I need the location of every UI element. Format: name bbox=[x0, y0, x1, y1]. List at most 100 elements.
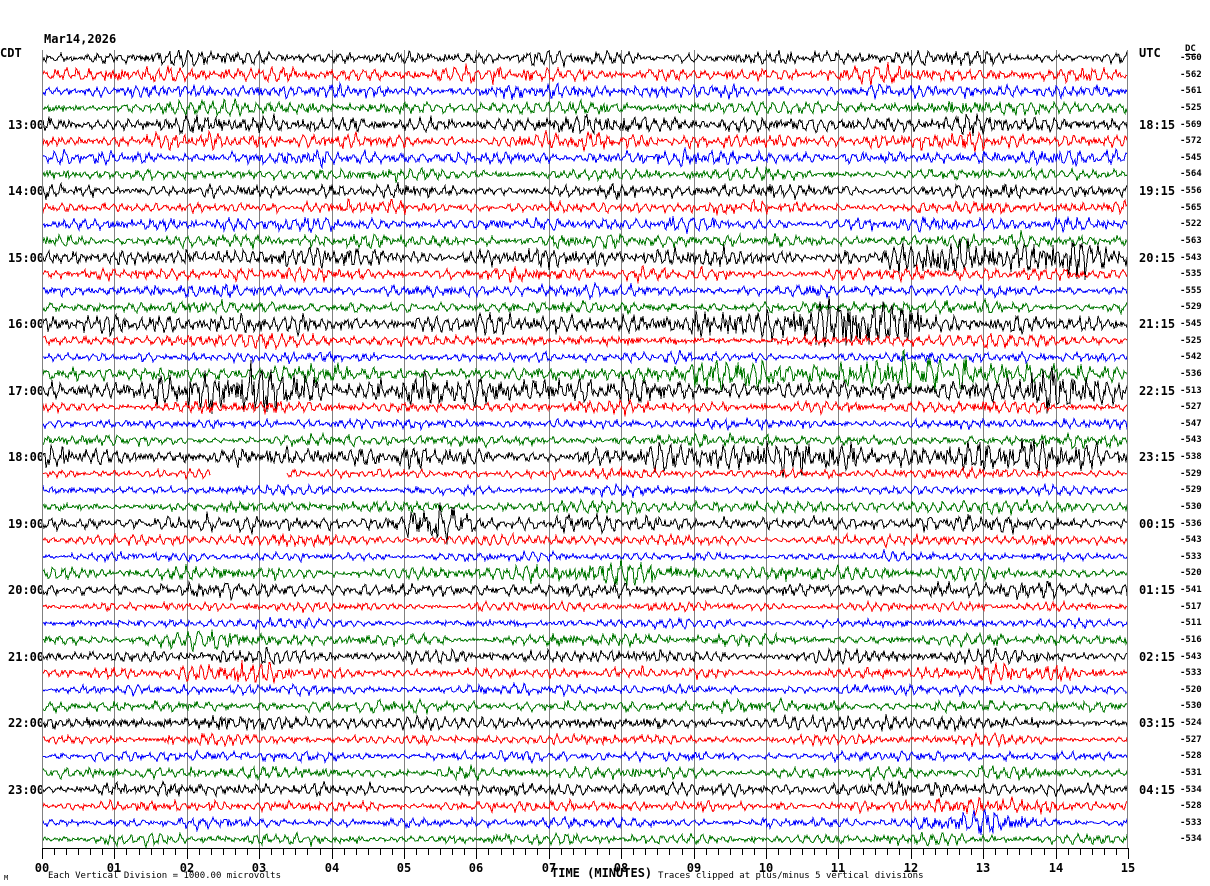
seismic-trace bbox=[42, 166, 1128, 184]
seismic-trace bbox=[42, 558, 1128, 587]
axis-tick-major bbox=[114, 849, 115, 859]
seismic-trace bbox=[42, 660, 1128, 685]
seismic-trace bbox=[42, 502, 1128, 545]
dc-value: -520 bbox=[1180, 684, 1202, 695]
axis-tick-minor bbox=[1104, 849, 1105, 855]
dc-value: -565 bbox=[1180, 202, 1202, 213]
dc-value: -534 bbox=[1180, 834, 1202, 845]
axis-tick-minor bbox=[742, 849, 743, 855]
seismic-trace bbox=[42, 146, 1128, 170]
seismic-trace bbox=[42, 830, 1128, 848]
dc-value: -527 bbox=[1180, 734, 1202, 745]
axis-tick-minor bbox=[163, 849, 164, 855]
dc-value: -529 bbox=[1180, 485, 1202, 496]
seismogram-plot[interactable] bbox=[42, 50, 1128, 848]
axis-tick-minor bbox=[971, 849, 972, 855]
seismic-trace bbox=[42, 431, 1128, 450]
axis-tick-minor bbox=[320, 849, 321, 855]
axis-tick-minor bbox=[802, 849, 803, 855]
left-hour-label-1500: 15:00 bbox=[8, 250, 45, 265]
axis-tick-major bbox=[187, 849, 188, 859]
right-hour-label-2115: 21:15 bbox=[1139, 317, 1176, 331]
seismic-trace bbox=[42, 714, 1128, 732]
axis-tick-minor bbox=[295, 849, 296, 855]
time-axis-line bbox=[42, 848, 1129, 849]
dc-value: -535 bbox=[1180, 269, 1202, 280]
axis-tick-minor bbox=[344, 849, 345, 855]
axis-tick-minor bbox=[947, 849, 948, 855]
seismic-trace bbox=[42, 616, 1128, 631]
right-hour-label-2315: 23:15 bbox=[1139, 450, 1176, 464]
seismic-trace bbox=[42, 764, 1128, 782]
left-hour-label-2300: 23:00 bbox=[8, 782, 45, 797]
axis-tick-major bbox=[1128, 849, 1129, 859]
dc-value: -528 bbox=[1180, 801, 1202, 812]
axis-tick-minor bbox=[416, 849, 417, 855]
left-hour-label-1400: 14:00 bbox=[8, 184, 45, 198]
dc-value: -513 bbox=[1180, 385, 1202, 396]
right-hour-label-0015: 00:15 bbox=[1139, 516, 1176, 531]
right-hour-label-0115: 01:15 bbox=[1139, 583, 1176, 597]
dc-value: -547 bbox=[1180, 418, 1202, 429]
axis-tick-minor bbox=[235, 849, 236, 855]
axis-tick-minor bbox=[1031, 849, 1032, 855]
seismic-trace bbox=[42, 416, 1128, 432]
axis-tick-minor bbox=[392, 849, 393, 855]
seismic-trace bbox=[42, 646, 1128, 666]
dc-value: -538 bbox=[1180, 452, 1202, 462]
seismic-trace bbox=[42, 808, 1128, 836]
trace-canvas bbox=[42, 50, 1128, 848]
seismic-trace bbox=[42, 297, 1128, 316]
axis-tick-minor bbox=[452, 849, 453, 855]
axis-tick-minor bbox=[356, 849, 357, 855]
axis-tick-minor bbox=[899, 849, 900, 855]
dc-value: -516 bbox=[1180, 634, 1202, 645]
right-hour-label-2215: 22:15 bbox=[1139, 383, 1176, 398]
dc-value: -511 bbox=[1180, 618, 1202, 629]
axis-tick-minor bbox=[585, 849, 586, 855]
seismic-trace bbox=[42, 332, 1128, 351]
left-timezone-label: CDT bbox=[0, 46, 22, 60]
axis-tick-label: 15 bbox=[1120, 861, 1136, 875]
left-hour-label-1900: 19:00 bbox=[8, 516, 45, 531]
left-hour-label-2200: 22:00 bbox=[8, 716, 45, 730]
axis-tick-minor bbox=[428, 849, 429, 855]
dc-value: -555 bbox=[1180, 285, 1202, 296]
axis-tick-minor bbox=[706, 849, 707, 855]
seismic-trace bbox=[42, 50, 1128, 69]
axis-tick-minor bbox=[271, 849, 272, 855]
left-hour-label-1700: 17:00 bbox=[8, 383, 45, 398]
axis-tick-label: 04 bbox=[324, 861, 340, 875]
axis-tick-label: 01 bbox=[106, 861, 122, 875]
axis-tick-major bbox=[476, 849, 477, 859]
seismic-trace bbox=[42, 483, 1128, 498]
dc-value: -561 bbox=[1180, 86, 1202, 97]
axis-tick-minor bbox=[102, 849, 103, 855]
seismic-trace bbox=[42, 81, 1128, 101]
axis-tick-major bbox=[766, 849, 767, 859]
scale-note: Each Vertical Division = 1000.00 microvo… bbox=[48, 871, 281, 881]
seismic-trace bbox=[42, 397, 1128, 417]
right-hour-label-0215: 02:15 bbox=[1139, 649, 1176, 664]
dc-header-text: DC bbox=[1185, 44, 1196, 55]
axis-tick-major bbox=[259, 849, 260, 859]
axis-tick-minor bbox=[1007, 849, 1008, 855]
dc-value: -562 bbox=[1180, 69, 1202, 80]
axis-tick-minor bbox=[863, 849, 864, 855]
axis-tick-label: 10 bbox=[758, 861, 774, 875]
axis-tick-minor bbox=[525, 849, 526, 855]
header-date: Mar14,2026 bbox=[44, 32, 117, 46]
axis-tick-label: 00 bbox=[34, 861, 50, 875]
dc-value: -529 bbox=[1180, 468, 1202, 479]
dc-value: -525 bbox=[1180, 102, 1202, 113]
seismic-trace bbox=[42, 281, 1128, 301]
axis-tick-major bbox=[549, 849, 550, 859]
dc-value: -533 bbox=[1180, 668, 1202, 679]
dc-value: -517 bbox=[1180, 601, 1202, 612]
axis-tick-minor bbox=[283, 849, 284, 855]
seismic-trace bbox=[42, 599, 1128, 614]
axis-tick-label: 12 bbox=[903, 861, 919, 875]
right-hour-label-1915: 19:15 bbox=[1139, 184, 1176, 198]
left-hour-label-1600: 16:00 bbox=[8, 317, 45, 331]
axis-tick-minor bbox=[754, 849, 755, 855]
